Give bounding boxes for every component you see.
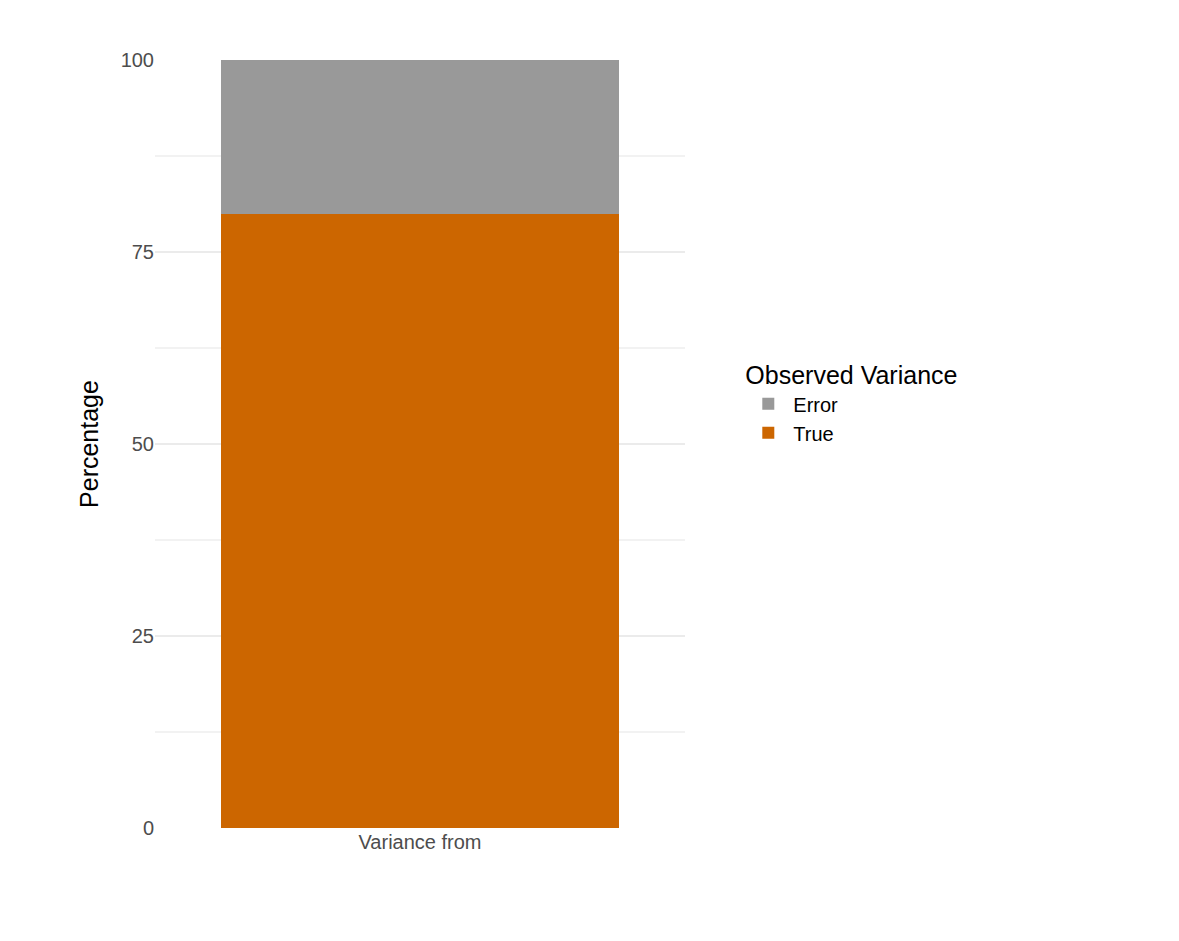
svg-text:75: 75 bbox=[132, 241, 154, 263]
svg-text:0: 0 bbox=[143, 817, 154, 839]
svg-text:25: 25 bbox=[132, 625, 154, 647]
svg-text:Variance from: Variance from bbox=[358, 831, 481, 853]
svg-text:Observed Variance: Observed Variance bbox=[745, 361, 957, 389]
svg-text:Error: Error bbox=[793, 394, 838, 416]
svg-text:True: True bbox=[793, 423, 833, 445]
svg-text:50: 50 bbox=[132, 433, 154, 455]
svg-text:100: 100 bbox=[121, 49, 154, 71]
svg-text:Percentage: Percentage bbox=[75, 380, 103, 508]
